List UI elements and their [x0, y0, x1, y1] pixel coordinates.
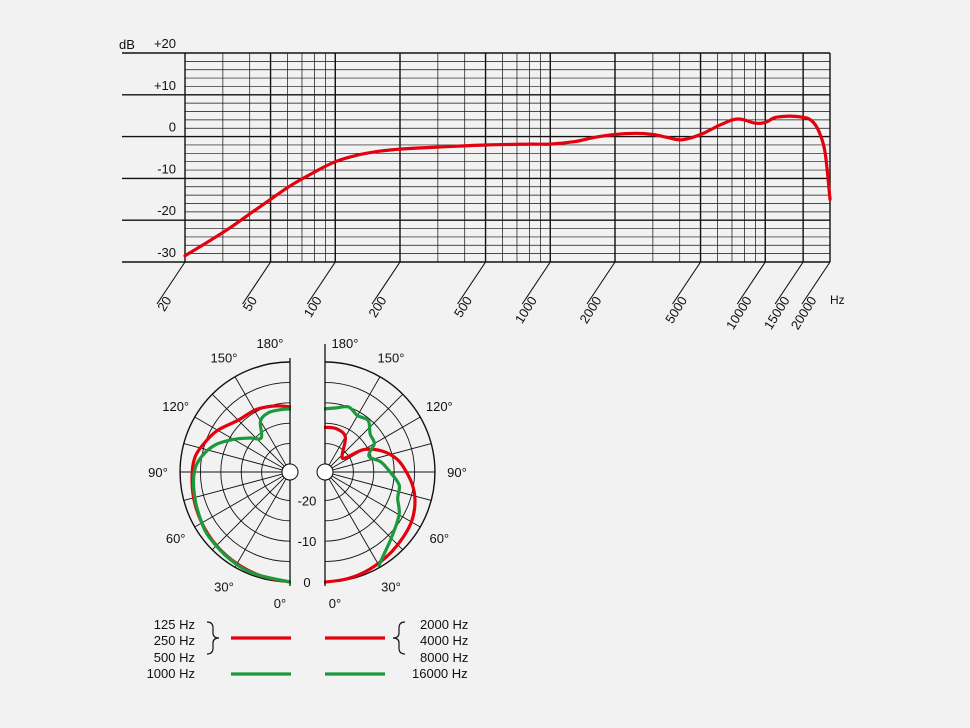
polar-spoke	[328, 376, 381, 466]
x-tick-label: 15000	[761, 294, 793, 333]
polar-spoke	[332, 443, 432, 471]
y-tick-label: -30	[157, 245, 176, 260]
x-tick-slash	[586, 261, 616, 305]
polar-spoke	[194, 416, 284, 469]
legend-right-brace	[392, 621, 406, 655]
x-tick-slash	[371, 261, 401, 305]
polar-spoke	[331, 416, 421, 469]
x-tick-label: 200	[365, 294, 389, 320]
polar-left-half	[179, 361, 299, 584]
x-tick-slash	[457, 261, 487, 305]
polar-spoke	[194, 475, 284, 528]
polar-angle-label: 60°	[429, 531, 449, 546]
x-tick-label: 20000	[788, 294, 820, 333]
polar-series-line	[323, 425, 417, 584]
y-tick-label: -10	[157, 161, 176, 176]
polar-series-line	[323, 404, 402, 568]
legend: 125 Hz 250 Hz 500 Hz 1000 Hz 2000 Hz 400…	[147, 617, 469, 681]
polar-angle-label: 150°	[211, 351, 238, 366]
polar-center	[281, 463, 299, 481]
polar-radial-label: -20	[298, 493, 317, 508]
legend-item-250hz: 250 Hz	[154, 633, 195, 648]
x-tick-label: 1000	[512, 294, 540, 326]
x-tick-slash	[521, 261, 551, 305]
x-tick-slash	[774, 261, 804, 305]
polar-angle-label: 30°	[214, 579, 234, 594]
polar-angle-label: 30°	[381, 579, 401, 594]
polar-spoke	[332, 473, 432, 501]
x-tick-slash	[242, 261, 272, 305]
y-axis-label: dB	[119, 37, 135, 52]
y-tick-label: +20	[154, 36, 176, 51]
frequency-response-line	[183, 114, 832, 258]
polar-center	[316, 463, 334, 481]
legend-item-8000hz: 8000 Hz	[420, 650, 468, 665]
polar-angle-label: 90°	[148, 465, 168, 480]
x-tick-label: 5000	[662, 294, 690, 326]
x-tick-label: 20	[154, 294, 174, 314]
y-tick-label: +10	[154, 78, 176, 93]
x-tick-slash	[306, 261, 336, 305]
x-tick-slash	[672, 261, 702, 305]
polar-spoke	[234, 478, 287, 568]
y-tick-label: -20	[157, 203, 176, 218]
legend-item-2000hz: 2000 Hz	[420, 617, 468, 632]
x-tick-slash	[736, 261, 766, 305]
polar-spoke	[328, 478, 381, 568]
polar-labels: 0° 0° 30° 30° 60° 60° 90° 90° 120° 120° 150° 150° 18…	[148, 336, 467, 611]
polar-spoke	[211, 393, 285, 467]
polar-angle-label: 0°	[329, 596, 341, 611]
polar-angle-label: 180°	[257, 336, 284, 351]
polar-angle-label: 120°	[426, 399, 453, 414]
x-axis-label: Hz	[830, 293, 845, 307]
legend-item-1000hz: 1000 Hz	[147, 666, 195, 681]
polar-spoke	[211, 477, 285, 551]
polar-angle-label: 90°	[447, 465, 467, 480]
legend-item-500hz: 500 Hz	[154, 650, 195, 665]
legend-item-125hz: 125 Hz	[154, 617, 195, 632]
polar-angle-label: 60°	[166, 531, 186, 546]
polar-pattern-chart: 0° 0° 30° 30° 60° 60° 90° 90° 120° 120° 150° 150° 18…	[148, 336, 467, 611]
x-tick-label: 10000	[723, 294, 755, 333]
polar-spoke	[183, 473, 283, 501]
x-tick-label: 500	[451, 294, 475, 320]
polar-angle-label: 120°	[162, 399, 189, 414]
y-tick-label: 0	[169, 120, 176, 135]
legend-item-4000hz: 4000 Hz	[420, 633, 468, 648]
legend-item-16000hz: 16000 Hz	[412, 666, 468, 681]
x-tick-slash	[801, 261, 831, 305]
chart-grid	[122, 52, 831, 305]
polar-radial-label: 0	[303, 575, 310, 590]
polar-angle-label: 0°	[274, 596, 286, 611]
polar-right-half	[316, 361, 436, 584]
polar-spoke	[183, 443, 283, 471]
x-tick-label: 50	[240, 294, 260, 314]
polar-series-line	[191, 407, 292, 584]
polar-radial-label: -10	[298, 534, 317, 549]
x-tick-slash	[156, 261, 186, 305]
polar-angle-label: 180°	[332, 336, 359, 351]
x-tick-label: 100	[301, 294, 325, 320]
x-tick-label: 2000	[576, 294, 604, 326]
polar-spoke	[331, 475, 421, 528]
legend-left-brace	[206, 621, 220, 655]
frequency-response-chart: 20 50 100 200 500 1000 2000 5000 10000 1500020000…	[119, 36, 845, 332]
polar-angle-label: 150°	[378, 351, 405, 366]
